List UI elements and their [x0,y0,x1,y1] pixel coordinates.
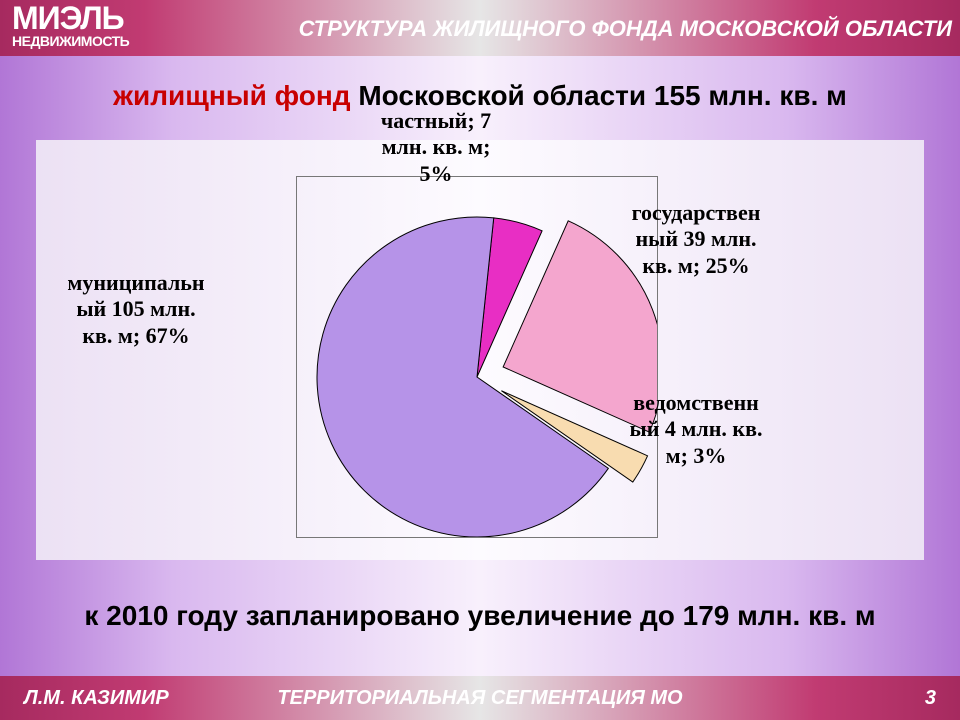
footer-title: ТЕРРИТОРИАЛЬНАЯ СЕГМЕНТАЦИЯ МО [0,687,960,710]
pie-label-1: государствен ный 39 млн. кв. м; 25% [596,200,796,279]
chart-panel: частный; 7 млн. кв. м; 5% государствен н… [36,140,924,560]
subtitle-rest: Московской области 155 млн. кв. м [351,80,847,111]
logo: МИЭЛЬ НЕДВИЖИМОСТЬ [12,2,129,48]
pie-label-0: частный; 7 млн. кв. м; 5% [336,108,536,187]
slide: МИЭЛЬ НЕДВИЖИМОСТЬ СТРУКТУРА ЖИЛИЩНОГО Ф… [0,0,960,720]
pie-label-3: муниципальн ый 105 млн. кв. м; 67% [26,270,246,349]
footer-page: 3 [925,687,936,710]
header-bar: МИЭЛЬ НЕДВИЖИМОСТЬ СТРУКТУРА ЖИЛИЩНОГО Ф… [0,0,960,56]
pie-label-2: ведомственн ый 4 млн. кв. м; 3% [596,390,796,469]
logo-line1: МИЭЛЬ [12,2,129,34]
logo-line2: НЕДВИЖИМОСТЬ [12,34,129,48]
bottom-note: к 2010 году запланировано увеличение до … [0,600,960,632]
header-title: СТРУКТУРА ЖИЛИЩНОГО ФОНДА МОСКОВСКОЙ ОБЛ… [299,16,952,42]
subtitle-highlight: жилищный фонд [113,80,350,111]
footer-bar: Л.М. КАЗИМИР ТЕРРИТОРИАЛЬНАЯ СЕГМЕНТАЦИЯ… [0,676,960,720]
